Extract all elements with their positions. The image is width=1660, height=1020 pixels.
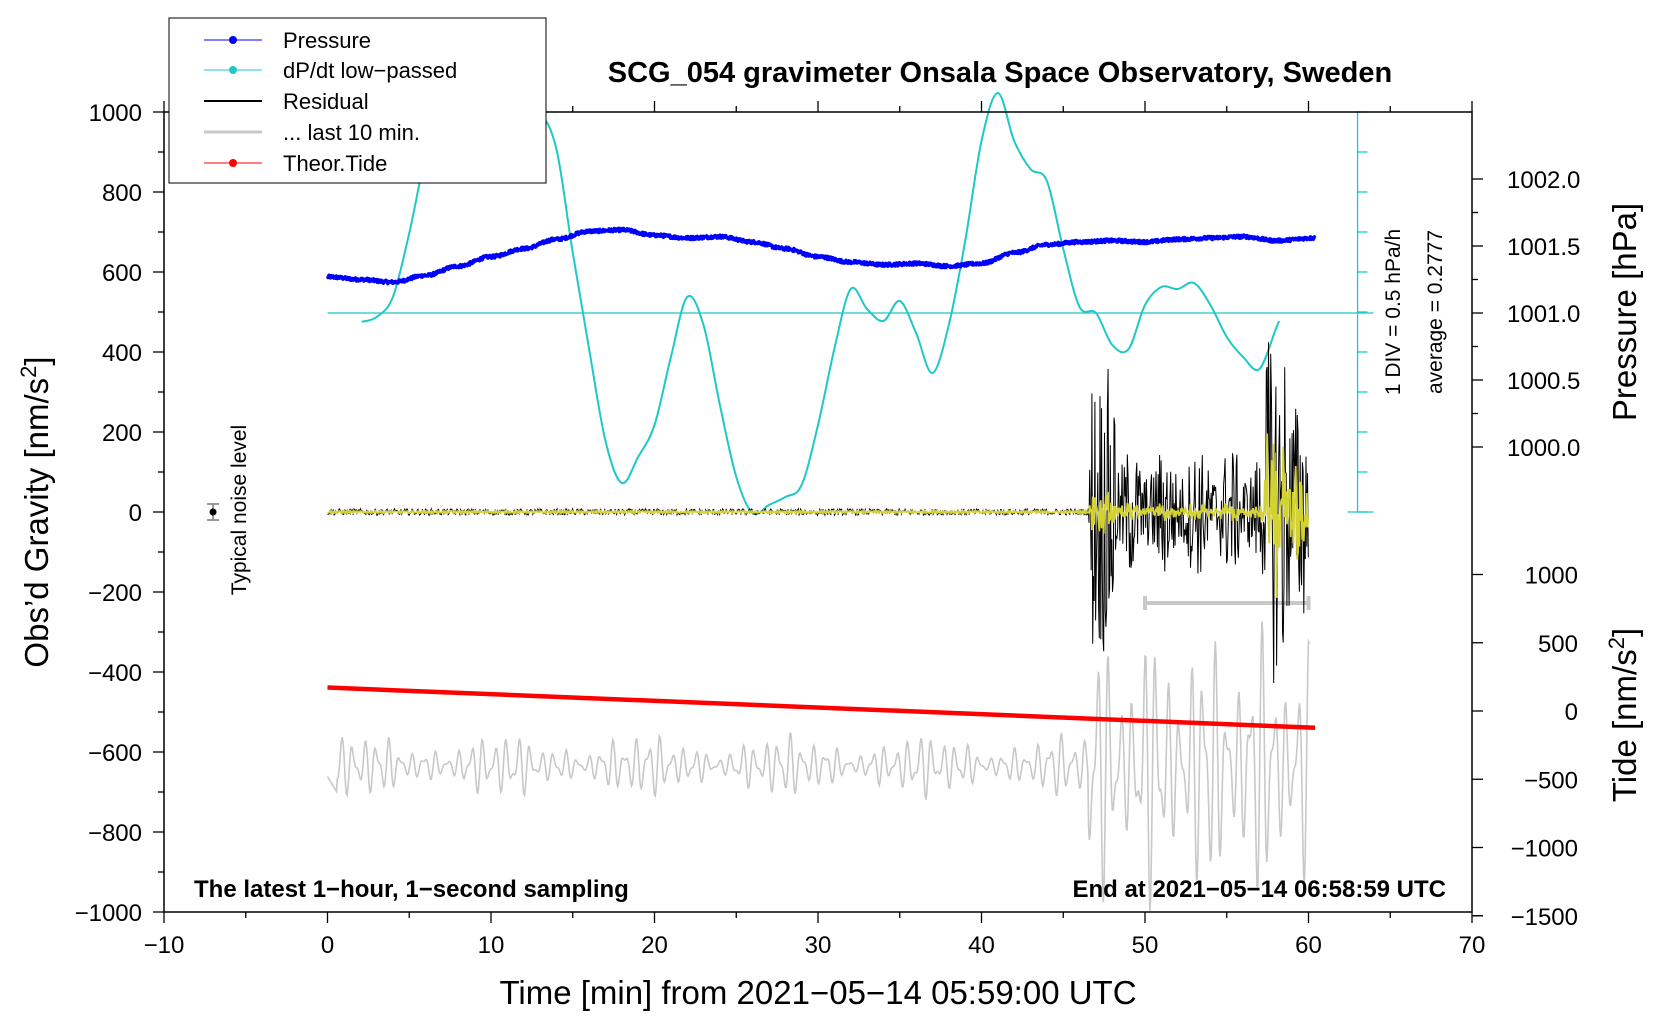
pressure-tick-label: 1001.5	[1507, 234, 1580, 261]
tide-tick-label: 1000	[1525, 563, 1578, 590]
chart-title: SCG_054 gravimeter Onsala Space Observat…	[608, 57, 1392, 89]
legend-label-tide: Theor.Tide	[283, 151, 387, 176]
y-tick-label: −400	[88, 660, 142, 687]
y-axis-title-gravity-sup: 2	[16, 366, 41, 378]
y-tick-label: 200	[102, 420, 142, 447]
axis-ticks: −10 0 10 20 30 40 50 60 70 1000 800 600 400 200 0 −200 −…	[75, 100, 1581, 959]
tide-trace-line	[326, 621, 1311, 911]
legend-marker-tide-dot	[229, 159, 237, 167]
tide-tick-label: −1500	[1511, 904, 1578, 931]
legend-markers	[204, 36, 262, 167]
y-tick-label: 0	[129, 500, 142, 527]
noise-level-marker	[209, 508, 217, 516]
pressure-tick-label: 1002.0	[1507, 167, 1580, 194]
x-tick-label: 30	[805, 932, 832, 959]
legend-marker-pressure-dot	[229, 36, 237, 44]
theor-tide-line	[327, 685, 1316, 731]
y-tick-label: −600	[88, 740, 142, 767]
dpdt-scale-axis	[327, 111, 1374, 513]
y-axis-title-tide-sup: 2	[1604, 637, 1629, 649]
tide-tick-label: 0	[1565, 699, 1578, 726]
y-tick-label: −200	[88, 580, 142, 607]
x-axis-title: Time [min] from 2021−05−14 05:59:00 UTC	[499, 974, 1136, 1011]
footer-sampling-note: The latest 1−hour, 1−second sampling	[194, 876, 629, 903]
y-axis-title-gravity-close: ]	[18, 356, 55, 365]
footer-end-time: End at 2021−05−14 06:58:59 UTC	[1072, 876, 1446, 903]
pressure-tick-label: 1000.0	[1507, 435, 1580, 462]
series-layer	[207, 91, 1317, 911]
y-axis-title-pressure: Pressure [hPa]	[1606, 203, 1643, 421]
y-axis-title-gravity-main: Obs’d Gravity [nm/s	[18, 378, 55, 668]
y-axis-title-tide-close: ]	[1606, 628, 1643, 637]
x-tick-label: 10	[478, 932, 505, 959]
x-tick-label: 20	[641, 932, 668, 959]
x-tick-label: 40	[968, 932, 995, 959]
y-tick-label: 400	[102, 340, 142, 367]
x-tick-label: 70	[1459, 932, 1486, 959]
legend-label-pressure: Pressure	[283, 28, 371, 53]
y-tick-label: 1000	[89, 100, 142, 127]
y-axis-title-tide: Tide [nm/s2]	[1604, 628, 1643, 802]
legend-label-dpdt: dP/dt low−passed	[283, 58, 457, 83]
tide-tick-label: −1000	[1511, 836, 1578, 863]
y-axis-title-gravity: Obs’d Gravity [nm/s2]	[16, 356, 55, 667]
pressure-tick-label: 1000.5	[1507, 368, 1580, 395]
x-tick-label: −10	[144, 932, 185, 959]
dpdt-division-label: 1 DIV = 0.5 hPa/h	[1382, 229, 1405, 395]
y-tick-label: 800	[102, 180, 142, 207]
legend-label-last10: ... last 10 min.	[283, 120, 420, 145]
legend-marker-dpdt-dot	[229, 66, 237, 74]
tide-tick-label: 500	[1538, 631, 1578, 658]
tide-tick-label: −500	[1524, 767, 1578, 794]
legend: Pressure dP/dt low−passed Residual ... l…	[168, 17, 547, 184]
residual-highlight-line	[327, 433, 1310, 598]
pressure-tick-label: 1001.0	[1507, 301, 1580, 328]
y-axis-title-tide-main: Tide [nm/s	[1606, 649, 1643, 802]
x-tick-label: 0	[321, 932, 334, 959]
y-tick-label: −1000	[75, 900, 142, 927]
legend-label-residual: Residual	[283, 89, 369, 114]
pressure-average-label: average = 0.2777	[1424, 230, 1447, 394]
noise-level-label: Typical noise level	[228, 425, 251, 595]
x-tick-label: 60	[1295, 932, 1322, 959]
y-tick-label: 600	[102, 260, 142, 287]
x-tick-label: 50	[1132, 932, 1159, 959]
y-tick-label: −800	[88, 820, 142, 847]
pressure-line	[325, 226, 1317, 286]
